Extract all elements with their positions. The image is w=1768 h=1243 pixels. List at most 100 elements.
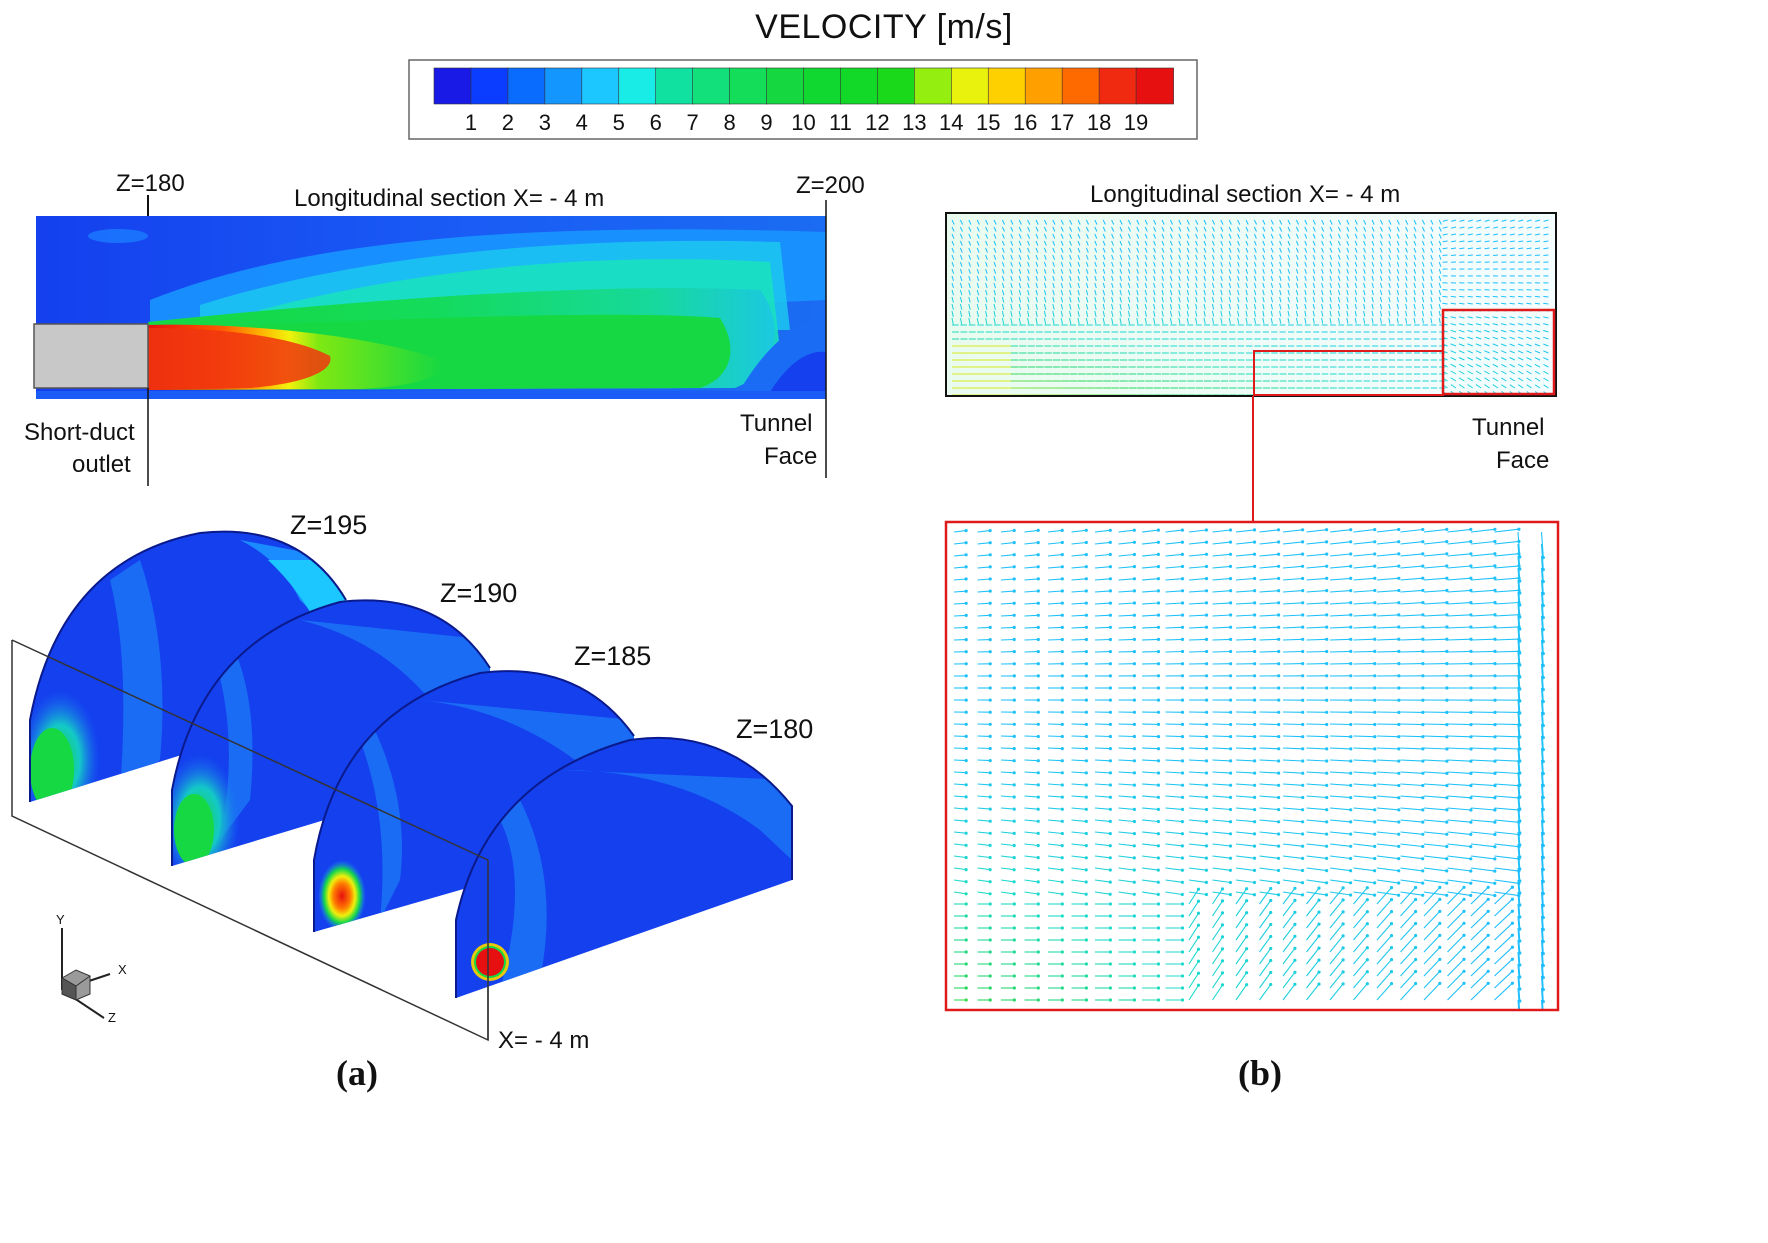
velocity-vector: [1484, 336, 1490, 340]
vector-head: [1108, 856, 1112, 860]
zoom-velocity-vector: [1540, 543, 1544, 570]
velocity-vector: [1220, 310, 1223, 317]
velocity-vector: [1195, 310, 1198, 317]
velocity-vector: [1509, 226, 1515, 229]
legend-swatch: [803, 67, 842, 105]
vector-head: [988, 613, 992, 617]
vector-head: [1349, 576, 1353, 581]
vector-head: [1493, 881, 1497, 885]
vector-head: [964, 962, 968, 966]
velocity-vector: [1371, 296, 1374, 303]
zoom-velocity-vector: [1235, 948, 1248, 965]
velocity-vector: [1484, 357, 1490, 361]
velocity-vector: [985, 303, 988, 310]
vector-head: [1180, 759, 1185, 763]
velocity-vector: [1085, 303, 1089, 310]
zoom-velocity-vector: [1400, 747, 1423, 750]
velocity-vector: [1526, 254, 1532, 256]
vector-head: [1012, 856, 1016, 860]
velocity-vector: [1069, 317, 1072, 325]
velocity-vector: [1405, 226, 1409, 232]
velocity-vector: [1442, 240, 1448, 243]
velocity-vector: [1526, 316, 1532, 319]
velocity-vector: [1421, 233, 1425, 239]
zoom-velocity-vector: [1400, 577, 1423, 581]
velocity-vector: [1363, 268, 1366, 274]
legend-swatch: [618, 67, 657, 105]
velocity-vector: [1245, 303, 1248, 310]
vector-head: [1228, 844, 1233, 848]
vector-head: [1245, 887, 1249, 891]
zoom-velocity-vector: [1282, 577, 1303, 581]
velocity-vector: [1270, 226, 1274, 232]
velocity-vector: [1043, 233, 1047, 239]
velocity-vector: [1018, 247, 1022, 253]
zoom-velocity-vector: [1400, 771, 1423, 774]
velocity-vector: [1245, 219, 1249, 225]
velocity-vector: [1127, 268, 1131, 274]
zoom-velocity-vector: [1165, 541, 1183, 545]
velocity-vector: [1060, 268, 1064, 274]
velocity-vector: [1458, 329, 1465, 333]
zoom-velocity-vector: [1047, 747, 1063, 750]
axis-x-label: X: [118, 962, 127, 977]
velocity-vector: [1069, 275, 1072, 281]
zoom-velocity-vector: [1000, 542, 1015, 545]
velocity-vector: [1035, 240, 1039, 246]
velocity-vector: [1043, 247, 1047, 253]
vector-head: [964, 843, 968, 847]
zoom-velocity-vector: [1329, 553, 1351, 557]
zoom-velocity-vector: [1423, 723, 1447, 726]
velocity-vector: [1111, 268, 1114, 274]
zoom-velocity-vector: [1000, 626, 1015, 629]
vector-head: [1414, 921, 1418, 926]
vector-head: [988, 674, 992, 678]
vector-head: [1325, 528, 1329, 532]
zoom-velocity-vector: [1470, 614, 1496, 617]
velocity-vector: [1195, 261, 1198, 267]
velocity-vector: [1211, 282, 1215, 289]
vector-head: [1277, 735, 1281, 739]
velocity-vector: [1363, 282, 1366, 289]
zoom-velocity-vector: [953, 759, 967, 762]
vector-head: [1269, 946, 1273, 951]
vector-head: [988, 880, 992, 884]
vector-head: [1012, 795, 1016, 799]
zoom-velocity-vector: [953, 542, 967, 545]
velocity-vector: [1211, 303, 1215, 310]
velocity-vector: [1001, 247, 1005, 253]
zoom-velocity-vector: [1423, 879, 1447, 884]
velocity-vector: [1035, 296, 1038, 303]
label-z190: Z=190: [440, 578, 518, 608]
zoomed-vectors-b: [944, 520, 1560, 1012]
zoom-velocity-vector: [1423, 947, 1441, 965]
vector-head: [1205, 722, 1209, 727]
zoom-velocity-vector: [1470, 807, 1495, 811]
vector-head: [1180, 698, 1185, 702]
vector-head: [1325, 540, 1329, 544]
vector-head: [1325, 710, 1329, 714]
velocity-vector: [1102, 275, 1106, 281]
velocity-vector: [1346, 289, 1349, 296]
vector-head: [1301, 540, 1305, 544]
velocity-vector: [1534, 363, 1541, 368]
vector-head: [1421, 796, 1425, 800]
velocity-vector: [968, 282, 971, 289]
vector-head: [1180, 710, 1185, 714]
zoom-velocity-vector: [1423, 807, 1447, 811]
velocity-vector: [1245, 233, 1249, 239]
vector-head: [1301, 649, 1305, 654]
zoom-velocity-vector: [1376, 771, 1399, 774]
velocity-vector: [1388, 317, 1391, 324]
vector-head: [1421, 625, 1425, 629]
zoom-velocity-vector: [1423, 759, 1447, 762]
zoom-velocity-vector: [1282, 553, 1303, 557]
zoom-velocity-vector: [1165, 578, 1183, 581]
zoom-velocity-vector: [1000, 771, 1015, 774]
velocity-vector: [1094, 247, 1098, 253]
vector-head: [1414, 957, 1418, 962]
velocity-vector: [1186, 303, 1189, 310]
velocity-vector: [1237, 275, 1240, 281]
velocity-vector: [1543, 316, 1549, 319]
zoom-velocity-vector: [1400, 899, 1417, 917]
